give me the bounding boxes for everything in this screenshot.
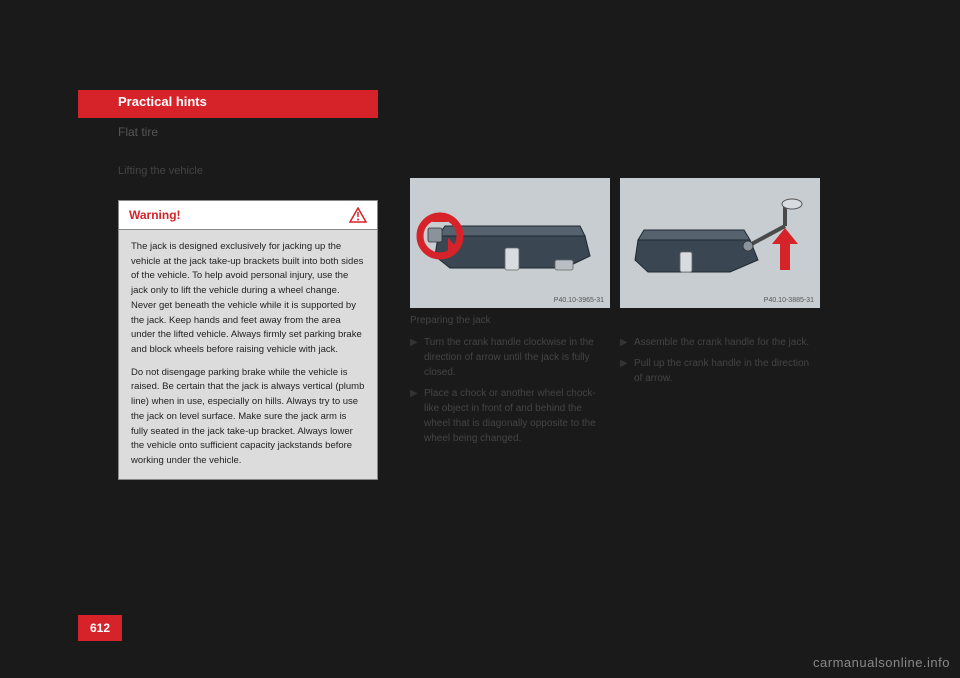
warning-triangle-icon [349, 207, 367, 223]
warning-label: Warning! [129, 208, 181, 222]
triangle-bullet-icon: ▶ [620, 356, 634, 386]
warning-body: The jack is designed exclusively for jac… [119, 230, 377, 479]
figure-jack-closed: P40.10-3965-31 [410, 178, 610, 308]
intro-heading: Lifting the vehicle [118, 165, 368, 177]
section-title: Practical hints [118, 94, 207, 109]
jack-illustration-crank [620, 178, 820, 308]
warning-header: Warning! [119, 201, 377, 230]
figure-caption-left: Preparing the jack [410, 315, 610, 326]
manual-page: Practical hints Flat tire Lifting the ve… [40, 30, 920, 648]
instruction-text: Turn the crank handle clockwise in the d… [424, 335, 610, 380]
instructions-right: ▶ Assemble the crank handle for the jack… [620, 335, 820, 392]
watermark: carmanualsonline.info [813, 655, 950, 670]
instructions-left: ▶ Turn the crank handle clockwise in the… [410, 335, 610, 452]
warning-para-1: The jack is designed exclusively for jac… [131, 240, 365, 358]
page-number: 612 [78, 615, 122, 641]
jack-illustration-closed [410, 178, 610, 308]
instruction-text: Assemble the crank handle for the jack. [634, 335, 809, 350]
triangle-bullet-icon: ▶ [620, 335, 634, 350]
instruction-text: Place a chock or another wheel chock-lik… [424, 386, 610, 446]
figure-jack-crank: P40.10-3885-31 [620, 178, 820, 308]
figure-ref-right: P40.10-3885-31 [764, 297, 814, 304]
warning-box: Warning! The jack is designed exclusivel… [118, 200, 378, 480]
triangle-bullet-icon: ▶ [410, 386, 424, 446]
figure-ref-left: P40.10-3965-31 [554, 297, 604, 304]
section-subtitle: Flat tire [118, 125, 158, 139]
triangle-bullet-icon: ▶ [410, 335, 424, 380]
warning-para-2: Do not disengage parking brake while the… [131, 366, 365, 469]
instruction-text: Pull up the crank handle in the directio… [634, 356, 820, 386]
